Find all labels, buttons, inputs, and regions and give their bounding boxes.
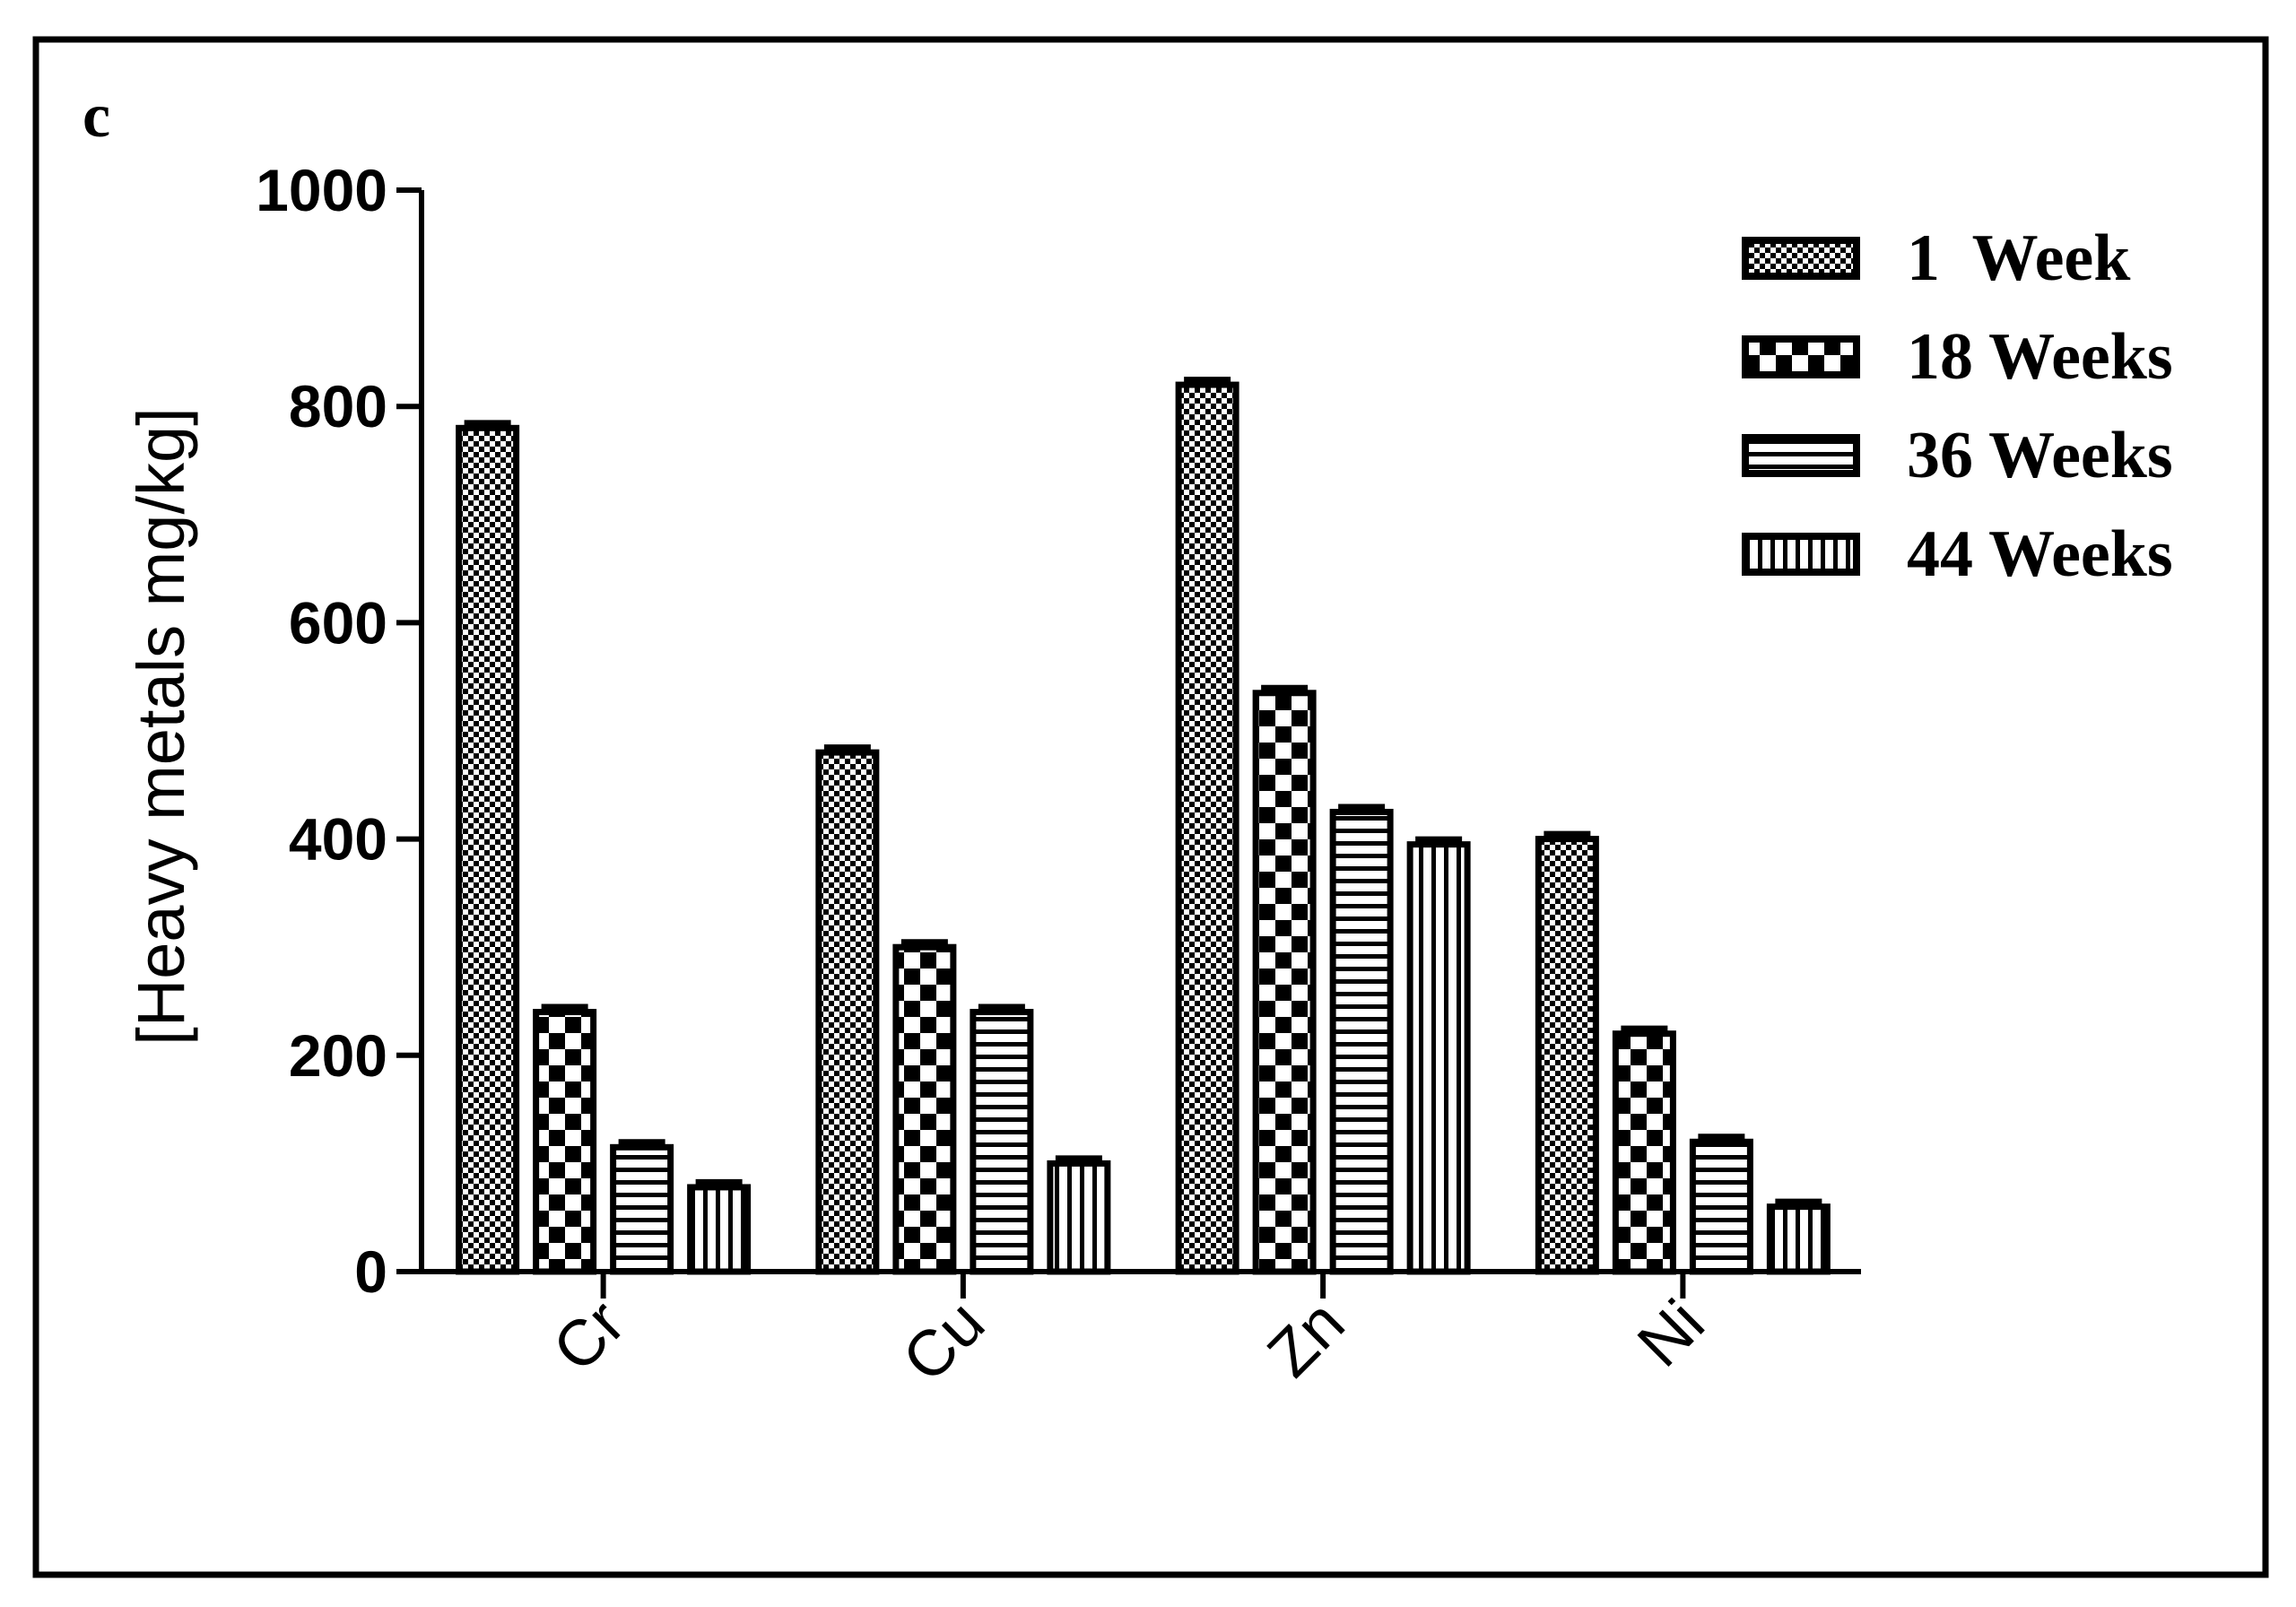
x-tick-label-zn: Zn [1254,1287,1358,1391]
bar-cu-series-2 [892,943,957,1275]
legend-swatch-series-3 [1742,434,1860,477]
bars [456,377,1831,1275]
legend-label-series-3: 36 Weeks [1907,419,2173,492]
y-tick-label: 0 [354,1238,387,1305]
y-axis-title: [Heavy metals mg/kg] [124,407,198,1045]
panel-label: c [83,82,110,151]
legend-label-series-4: 44 Weeks [1907,517,2173,591]
x-tick-label-ni: Ni [1624,1287,1718,1381]
y-tick-label: 1000 [256,157,387,223]
y-tick-label: 600 [289,589,387,656]
x-tick-label-cu: Cu [890,1287,999,1396]
legend-swatch-series-2 [1742,335,1860,378]
y-axis: 0 200 400 600 800 1000 [256,157,424,1305]
x-axis: Cr Cu Zn Ni [422,1269,1861,1396]
y-tick-label: 400 [289,806,387,873]
x-tick-label-cr: Cr [540,1287,639,1385]
bar-cr-series-2 [533,1009,597,1275]
legend-label-series-2: 18 Weeks [1907,320,2173,394]
bar-ni-series-3 [1689,1138,1753,1275]
legend: 1 Week 18 Weeks 36 Weeks 44 Weeks [1742,222,2173,591]
legend-label-series-1: 1 Week [1907,222,2131,295]
legend-swatch-series-1 [1742,237,1860,280]
bar-cr-series-4 [687,1184,752,1275]
bar-zn-series-4 [1406,841,1471,1275]
bar-ni-series-4 [1766,1203,1831,1275]
bar-cu-series-3 [970,1009,1034,1275]
bar-ni-series-2 [1612,1030,1676,1275]
y-tick-label: 800 [289,373,387,439]
bar-cr-series-3 [610,1143,674,1275]
legend-swatch-series-4 [1742,533,1860,576]
bar-cr-series-1 [456,424,520,1275]
bar-ni-series-1 [1535,836,1599,1275]
bar-cu-series-1 [815,749,880,1275]
bar-zn-series-3 [1329,808,1394,1275]
bar-zn-series-2 [1252,690,1317,1275]
bar-zn-series-1 [1175,381,1239,1275]
figure-frame [32,36,2269,1578]
y-tick-label: 200 [289,1022,387,1089]
bar-cu-series-4 [1047,1160,1111,1275]
